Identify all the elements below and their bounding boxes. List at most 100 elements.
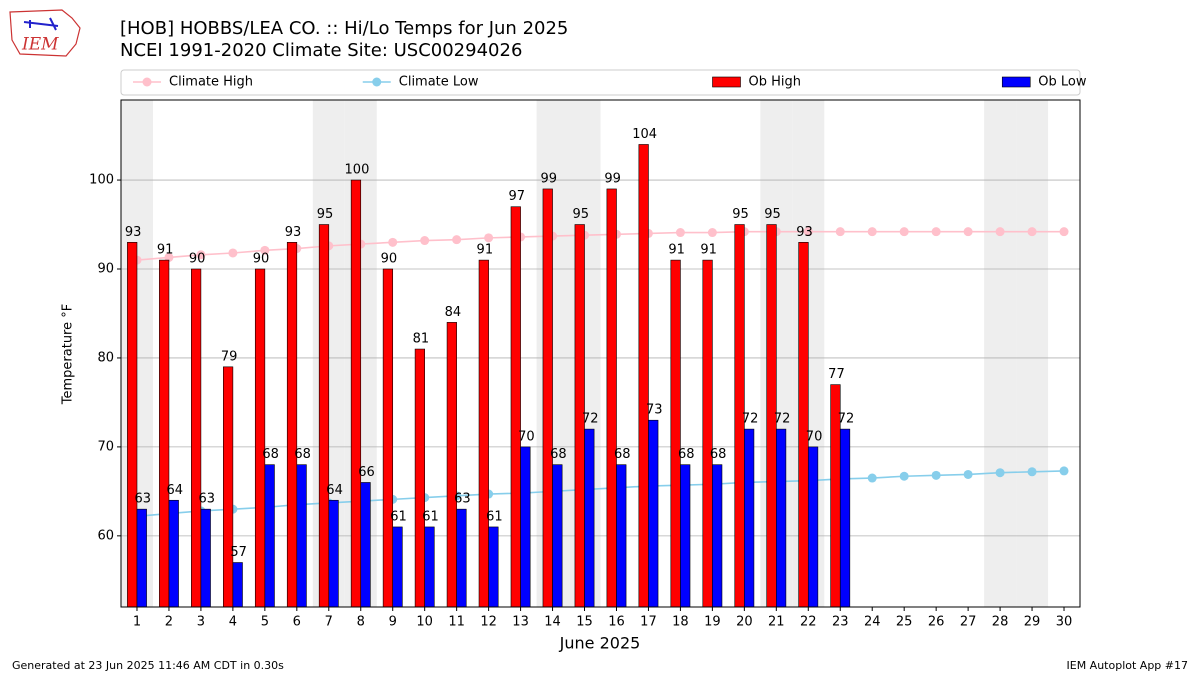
bar [318,224,330,608]
bar [606,188,617,608]
data-label: 93 [796,225,813,240]
line-point [995,468,1005,478]
x-tick-label: 18 [672,615,689,630]
data-label: 77 [828,367,845,382]
data-label: 99 [604,171,621,186]
footer-left: Generated at 23 Jun 2025 11:46 AM CDT in… [12,659,284,672]
legend-label: Ob Low [1038,75,1087,90]
bar [424,526,435,608]
bar [478,259,489,608]
line-point [452,235,462,245]
x-tick-label: 26 [928,615,945,630]
line-point [1059,466,1069,476]
logo-text: IEM [21,35,59,55]
line-point [1027,467,1037,477]
data-label: 91 [700,243,717,258]
y-tick-label: 90 [97,262,114,277]
line-point [963,227,973,237]
bar [798,242,809,608]
bar [191,268,202,608]
legend-swatch [142,77,152,87]
chart-title: [HOB] HOBBS/LEA CO. :: Hi/Lo Temps for J… [120,18,568,39]
legend-label: Climate High [169,75,253,90]
data-label: 68 [294,447,311,462]
x-tick-label: 25 [896,615,913,630]
bar [264,464,275,608]
x-tick-label: 2 [165,615,173,630]
line-point [675,228,685,238]
data-label: 90 [253,252,270,267]
bar [446,322,457,608]
plot-frame [120,99,1081,608]
line-point [803,227,813,237]
bar [222,366,234,608]
line-point [164,252,174,262]
line-point [867,227,877,237]
bar [360,482,371,608]
line-point [899,471,909,481]
x-tick-label: 8 [357,615,365,630]
data-label: 61 [390,509,407,524]
bar [552,464,563,608]
x-tick-label: 28 [992,615,1009,630]
line-point [196,250,206,260]
data-label: 95 [572,207,589,222]
data-label: 61 [486,509,503,524]
bar [520,446,531,608]
bar [712,464,723,608]
data-label: 97 [509,189,526,204]
data-label: 63 [135,492,152,507]
data-label: 81 [413,332,430,347]
bar [776,428,787,608]
data-label: 68 [262,447,279,462]
bar [159,259,170,608]
data-label: 66 [358,465,375,480]
x-tick-label: 7 [325,615,333,630]
data-label: 68 [678,447,695,462]
x-tick-label: 1 [133,615,141,630]
data-label: 72 [774,412,791,427]
bar [382,268,394,608]
data-label: 90 [381,252,398,267]
line-point [420,236,430,246]
bar [488,526,499,608]
bar [616,464,627,608]
x-tick-label: 21 [768,615,785,630]
x-tick-label: 20 [736,615,753,630]
chart-subtitle: NCEI 1991-2020 Climate Site: USC00294026 [120,40,522,61]
x-tick-label: 19 [704,615,721,630]
legend-swatch [372,77,382,87]
data-label: 91 [157,243,174,258]
bar [702,259,713,608]
data-label: 90 [189,252,206,267]
legend-swatch [712,76,741,88]
x-tick-label: 24 [864,615,881,630]
x-tick-label: 15 [576,615,593,630]
data-label: 100 [345,163,370,178]
data-label: 93 [125,225,142,240]
bar [328,499,339,608]
x-tick-label: 11 [448,615,465,630]
line-point [835,227,845,237]
data-label: 95 [317,207,334,222]
bar [638,144,649,608]
line-point [707,228,717,238]
shaded-band [1016,100,1049,607]
x-tick-label: 14 [544,615,561,630]
data-label: 61 [422,509,439,524]
shaded-band [984,100,1017,607]
line-point [484,233,494,243]
x-tick-label: 29 [1024,615,1041,630]
bar [744,428,755,608]
data-label: 95 [764,207,781,222]
data-label: 104 [632,127,657,142]
data-label: 68 [710,447,727,462]
line-point [899,227,909,237]
bar [456,508,467,608]
line-point [228,248,238,258]
data-label: 72 [582,412,599,427]
bar [232,562,243,608]
data-label: 79 [221,349,238,364]
legend-label: Climate Low [399,75,479,90]
bar [542,188,553,608]
